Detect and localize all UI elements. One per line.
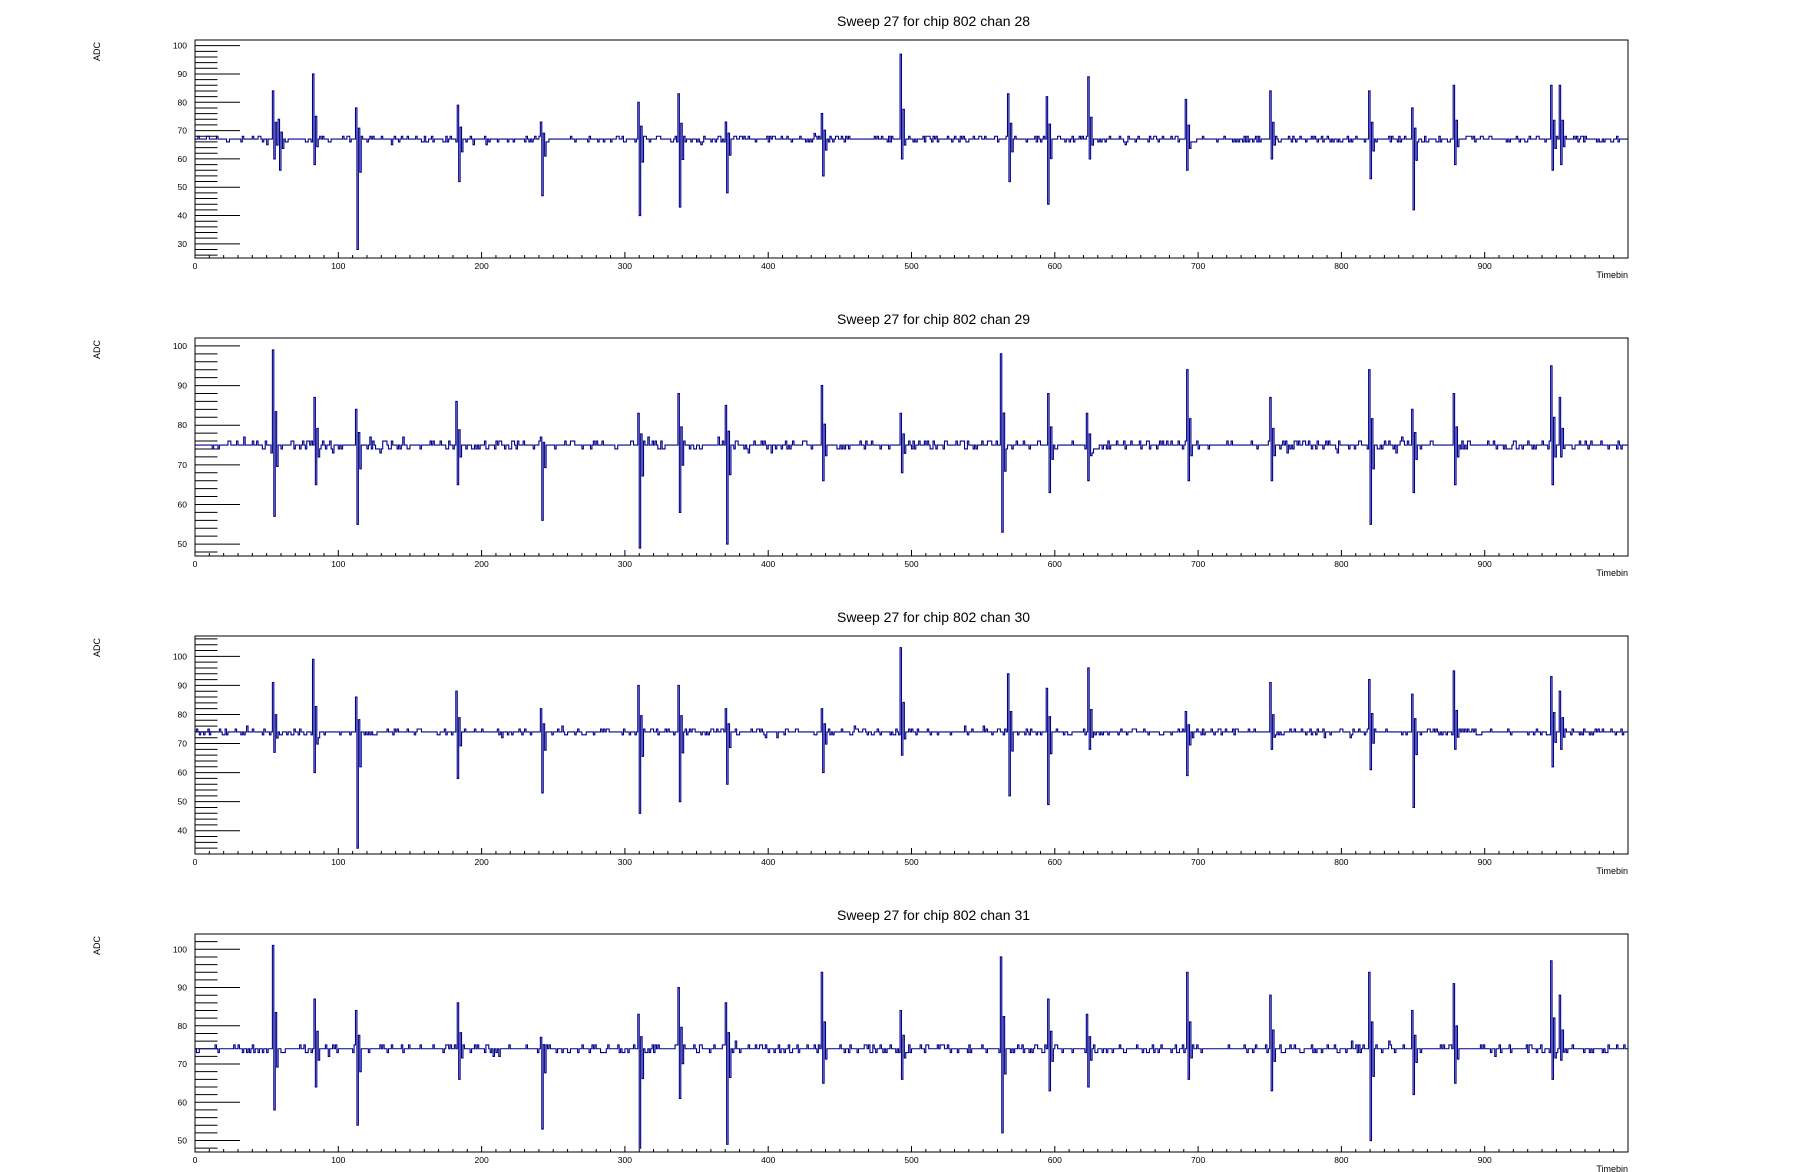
x-tick-label: 200 — [475, 261, 489, 271]
x-tick-label: 800 — [1334, 559, 1348, 569]
plot-frame — [194, 337, 1629, 557]
chart-title: Sweep 27 for chip 802 chan 30 — [837, 609, 1030, 625]
x-tick-label: 400 — [761, 261, 775, 271]
y-tick-label: 80 — [178, 709, 188, 719]
x-axis-label: Timebin — [1596, 866, 1628, 876]
y-tick-label: 50 — [178, 797, 188, 807]
x-tick-label: 0 — [193, 261, 198, 271]
x-tick-label: 100 — [331, 1155, 345, 1165]
y-tick-label: 30 — [178, 239, 188, 249]
y-tick-label: 70 — [178, 1059, 188, 1069]
y-tick-label: 50 — [178, 182, 188, 192]
chart-title: Sweep 27 for chip 802 chan 28 — [837, 13, 1030, 29]
x-tick-label: 100 — [331, 559, 345, 569]
x-tick-label: 300 — [618, 1155, 632, 1165]
x-tick-label: 900 — [1478, 261, 1492, 271]
x-tick-label: 900 — [1478, 1155, 1492, 1165]
adc-series — [195, 647, 1628, 849]
y-tick-label: 90 — [178, 69, 188, 79]
y-tick-label: 80 — [178, 97, 188, 107]
y-axis-label: ADC — [92, 42, 102, 62]
x-tick-label: 500 — [904, 559, 918, 569]
y-axis-label: ADC — [92, 638, 102, 658]
y-tick-label: 60 — [178, 154, 188, 164]
y-tick-label: 60 — [178, 1097, 188, 1107]
y-tick-label: 40 — [178, 826, 188, 836]
y-tick-label: 90 — [178, 680, 188, 690]
chart-panel-1: Sweep 27 for chip 802 chan 29 ADC Timebin 5… — [92, 311, 1629, 578]
x-tick-label: 400 — [761, 559, 775, 569]
y-tick-label: 70 — [178, 126, 188, 136]
x-tick-label: 200 — [475, 1155, 489, 1165]
y-tick-label: 60 — [178, 768, 188, 778]
y-tick-label: 50 — [178, 539, 188, 549]
x-tick-label: 700 — [1191, 559, 1205, 569]
x-tick-label: 500 — [904, 1155, 918, 1165]
x-tick-label: 0 — [193, 559, 198, 569]
chart-title: Sweep 27 for chip 802 chan 29 — [837, 311, 1030, 327]
plot-frame — [194, 635, 1629, 855]
y-tick-label: 70 — [178, 460, 188, 470]
x-tick-label: 700 — [1191, 1155, 1205, 1165]
adc-series — [195, 944, 1628, 1149]
x-axis-label: Timebin — [1596, 270, 1628, 280]
x-axis-label: Timebin — [1596, 1164, 1628, 1172]
x-tick-label: 0 — [193, 857, 198, 867]
adc-series — [195, 53, 1628, 251]
y-tick-label: 50 — [178, 1136, 188, 1146]
chart-title: Sweep 27 for chip 802 chan 31 — [837, 907, 1030, 923]
adc-series — [195, 349, 1628, 549]
x-tick-label: 700 — [1191, 261, 1205, 271]
y-tick-label: 100 — [173, 944, 187, 954]
x-tick-label: 100 — [331, 261, 345, 271]
y-tick-label: 70 — [178, 739, 188, 749]
x-tick-label: 500 — [904, 857, 918, 867]
x-tick-label: 800 — [1334, 1155, 1348, 1165]
y-tick-label: 100 — [173, 651, 187, 661]
x-tick-label: 500 — [904, 261, 918, 271]
x-tick-label: 900 — [1478, 559, 1492, 569]
chart-panel-0: Sweep 27 for chip 802 chan 28 ADC Timebin 3… — [92, 13, 1629, 280]
x-tick-label: 700 — [1191, 857, 1205, 867]
y-tick-label: 80 — [178, 1021, 188, 1031]
y-tick-label: 60 — [178, 499, 188, 509]
x-tick-label: 100 — [331, 857, 345, 867]
x-tick-label: 600 — [1048, 559, 1062, 569]
x-tick-label: 800 — [1334, 261, 1348, 271]
y-tick-label: 90 — [178, 381, 188, 391]
x-tick-label: 300 — [618, 261, 632, 271]
x-tick-label: 600 — [1048, 1155, 1062, 1165]
x-tick-label: 600 — [1048, 857, 1062, 867]
x-tick-label: 400 — [761, 857, 775, 867]
chart-panel-3: Sweep 27 for chip 802 chan 31 ADC Timebin 5… — [92, 907, 1629, 1172]
x-axis-label: Timebin — [1596, 568, 1628, 578]
y-tick-label: 100 — [173, 41, 187, 51]
x-tick-label: 200 — [475, 857, 489, 867]
y-tick-label: 90 — [178, 983, 188, 993]
x-tick-label: 300 — [618, 857, 632, 867]
y-axis-label: ADC — [92, 340, 102, 360]
y-tick-label: 100 — [173, 341, 187, 351]
y-axis-label: ADC — [92, 936, 102, 956]
x-tick-label: 900 — [1478, 857, 1492, 867]
chart-panel-2: Sweep 27 for chip 802 chan 30 ADC Timebin 4… — [92, 609, 1629, 876]
plot-frame — [194, 39, 1629, 259]
x-tick-label: 600 — [1048, 261, 1062, 271]
plot-frame — [194, 933, 1629, 1153]
x-tick-label: 200 — [475, 559, 489, 569]
x-tick-label: 300 — [618, 559, 632, 569]
y-tick-label: 40 — [178, 211, 188, 221]
x-tick-label: 800 — [1334, 857, 1348, 867]
x-tick-label: 400 — [761, 1155, 775, 1165]
x-tick-label: 0 — [193, 1155, 198, 1165]
y-tick-label: 80 — [178, 420, 188, 430]
